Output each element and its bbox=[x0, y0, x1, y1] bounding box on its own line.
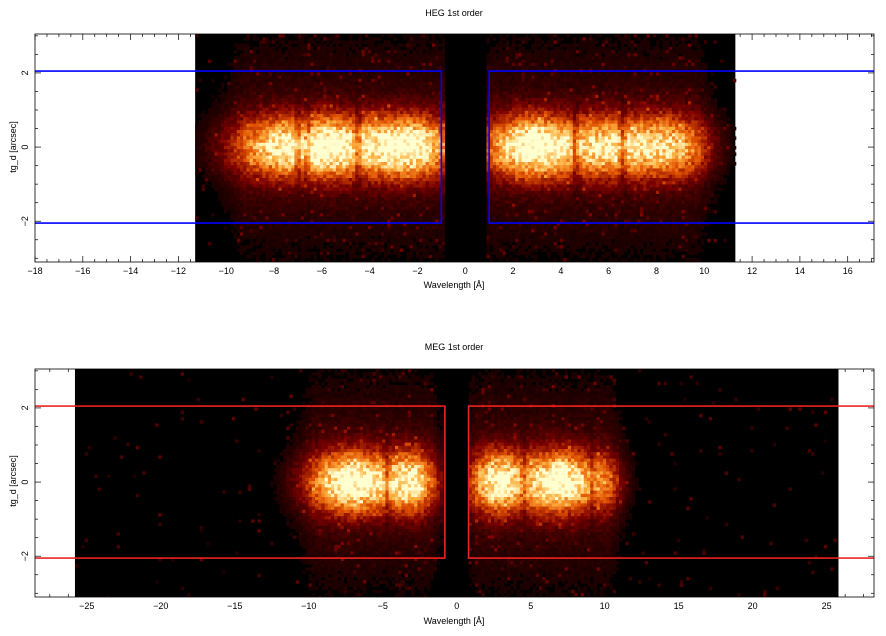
meg-x-tick-label: 15 bbox=[674, 601, 684, 611]
heg-x-axis-label: Wavelength [Å] bbox=[424, 280, 485, 290]
meg-panel: MEG 1st order −25 −20 −15 −10 −5 0 5 10 15 20 25−2… bbox=[8, 342, 875, 626]
heg-x-tick-label: 6 bbox=[606, 266, 611, 276]
heg-x-tick-label: 12 bbox=[747, 266, 757, 276]
meg-extraction-box-left bbox=[35, 405, 446, 559]
meg-x-tick-label: 25 bbox=[822, 601, 832, 611]
meg-axes-frame bbox=[34, 368, 875, 598]
meg-x-axis-label: Wavelength [Å] bbox=[424, 616, 485, 626]
meg-y-tick-label: 0 bbox=[20, 480, 30, 485]
heg-x-tick-label: −8 bbox=[269, 266, 279, 276]
meg-heatmap-cells bbox=[75, 369, 837, 597]
meg-x-tick-label: −5 bbox=[378, 601, 388, 611]
heg-x-tick-label: 4 bbox=[558, 266, 563, 276]
heg-x-tick-label: −6 bbox=[317, 266, 327, 276]
heg-axes-frame bbox=[34, 33, 875, 263]
meg-extraction-box-right bbox=[467, 405, 874, 559]
meg-x-tick-label: 5 bbox=[528, 601, 533, 611]
meg-x-tick-label: −15 bbox=[227, 601, 242, 611]
heg-x-tick-label: 16 bbox=[843, 266, 853, 276]
meg-x-tick-label: −10 bbox=[301, 601, 316, 611]
heg-x-tick-label: −12 bbox=[171, 266, 186, 276]
heg-heatmap-cells bbox=[195, 34, 737, 262]
heg-y-axis-label: tg_d [arcsec] bbox=[8, 121, 18, 173]
heg-title: HEG 1st order bbox=[425, 8, 483, 18]
heg-x-tick-label: 10 bbox=[699, 266, 709, 276]
heg-x-tick-label: −10 bbox=[219, 266, 234, 276]
heg-x-tick-label: 8 bbox=[654, 266, 659, 276]
meg-image-background bbox=[74, 369, 839, 597]
heg-y-tick-label: 0 bbox=[20, 145, 30, 150]
meg-plot-area: −25 −20 −15 −10 −5 0 5 10 15 20 25−202 bbox=[20, 368, 875, 611]
heg-x-ticks: −18 −16 −14 −12 −10 −8 −6 −4 −2 0 2 4 6 8 10 12 14 16 bbox=[27, 34, 872, 276]
heg-panel: HEG 1st order −18 −16 −14 −12 −10 −8 −6 −4 −2 0 2 4… bbox=[8, 8, 875, 290]
meg-x-ticks: −25 −20 −15 −10 −5 0 5 10 15 20 25 bbox=[49, 369, 864, 611]
heg-x-tick-label: −14 bbox=[123, 266, 138, 276]
meg-y-tick-label: 2 bbox=[20, 405, 30, 410]
heg-extraction-box-right bbox=[488, 70, 874, 224]
heg-x-tick-label: −18 bbox=[27, 266, 42, 276]
meg-x-tick-label: 10 bbox=[600, 601, 610, 611]
meg-x-tick-label: 20 bbox=[748, 601, 758, 611]
heg-y-tick-label: 2 bbox=[20, 70, 30, 75]
heg-x-tick-label: 2 bbox=[511, 266, 516, 276]
meg-title: MEG 1st order bbox=[425, 342, 484, 352]
heg-x-tick-label: −4 bbox=[365, 266, 375, 276]
meg-x-tick-label: −20 bbox=[153, 601, 168, 611]
heg-y-ticks: −2 0 2 bbox=[20, 35, 874, 259]
meg-x-tick-label: 0 bbox=[454, 601, 459, 611]
meg-y-axis-label: tg_d [arcsec] bbox=[8, 455, 18, 507]
heg-x-tick-label: 0 bbox=[463, 266, 468, 276]
meg-y-tick-label: −2 bbox=[20, 551, 30, 561]
heg-x-tick-label: 14 bbox=[795, 266, 805, 276]
heg-y-tick-label: −2 bbox=[20, 216, 30, 226]
heg-x-tick-label: −2 bbox=[412, 266, 422, 276]
heg-x-tick-label: −16 bbox=[75, 266, 90, 276]
heg-plot-area: −18 −16 −14 −12 −10 −8 −6 −4 −2 0 2 4 6 8 10 12 14 16 −2 0 2 bbox=[20, 33, 875, 276]
heg-extraction-box-left bbox=[35, 70, 443, 224]
meg-x-tick-label: −25 bbox=[79, 601, 94, 611]
meg-y-ticks: −2 0 2 bbox=[20, 370, 874, 594]
